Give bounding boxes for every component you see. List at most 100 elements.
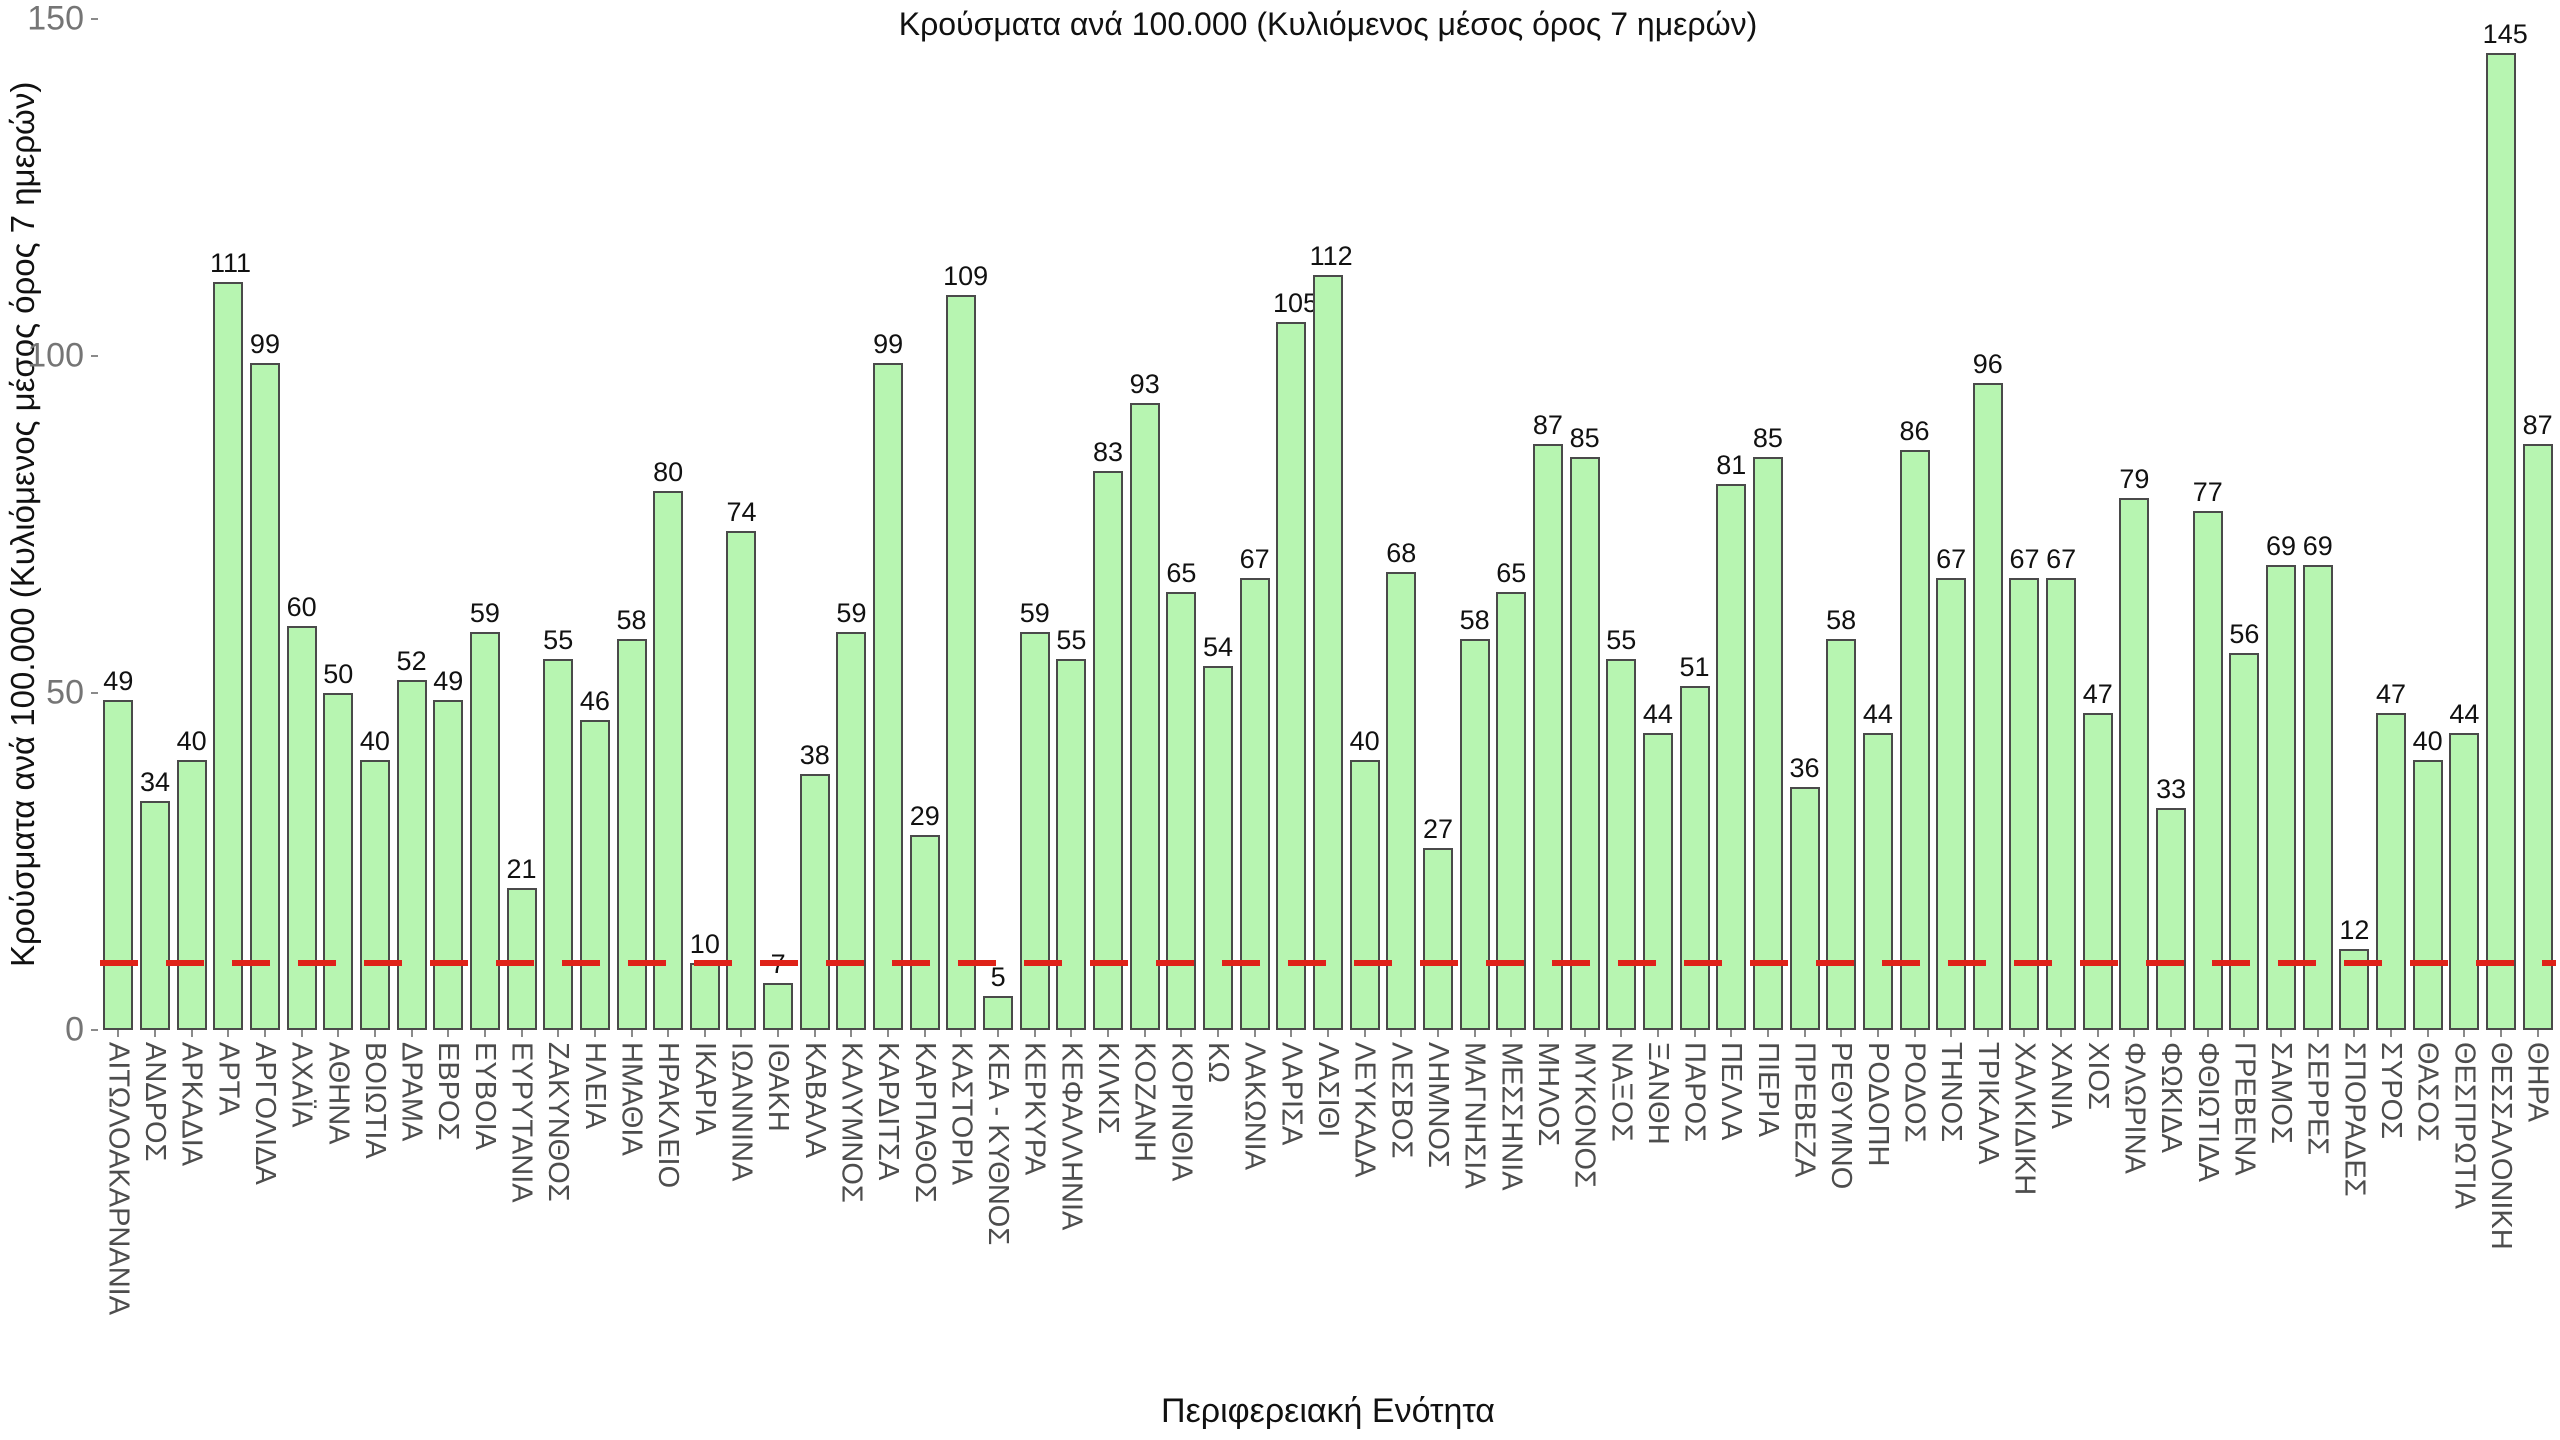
bar xyxy=(543,659,574,1030)
bar xyxy=(2119,497,2150,1030)
x-tick-mark xyxy=(1803,1030,1806,1037)
bar xyxy=(1862,733,1893,1030)
x-tick-mark xyxy=(337,1030,340,1037)
bar-value-label: 49 xyxy=(433,665,464,696)
x-tick-mark xyxy=(1546,1030,1549,1037)
x-tick-label: ΓΡΕΒΕΝΑ xyxy=(2228,1042,2261,1176)
bar xyxy=(2522,443,2553,1030)
bar xyxy=(1496,591,1527,1030)
x-tick-mark xyxy=(997,1030,1000,1037)
x-tick-label: ΒΟΙΩΤΙΑ xyxy=(358,1042,391,1159)
bar-value-label: 99 xyxy=(249,328,280,359)
bar xyxy=(1276,322,1307,1030)
x-tick-label: ΠΙΕΡΙΑ xyxy=(1751,1042,1784,1138)
x-tick-mark xyxy=(923,1030,926,1037)
x-tick-mark xyxy=(1730,1030,1733,1037)
x-tick-label: ΚΟΖΑΝΗ xyxy=(1128,1042,1161,1162)
bar xyxy=(1129,403,1160,1030)
x-tick-label: ΗΜΑΘΙΑ xyxy=(615,1042,648,1156)
bar xyxy=(1422,848,1453,1030)
x-tick-label: ΧΑΛΚΙΔΙΚΗ xyxy=(2008,1042,2041,1196)
x-tick-mark xyxy=(1400,1030,1403,1037)
x-tick-label: ΘΑΣΟΣ xyxy=(2411,1042,2444,1142)
y-tick-mark xyxy=(91,692,98,694)
x-tick-mark xyxy=(1107,1030,1110,1037)
bar-value-label: 55 xyxy=(1606,625,1637,656)
x-tick-mark xyxy=(960,1030,963,1037)
bar xyxy=(2266,564,2297,1030)
bar-value-label: 111 xyxy=(209,247,252,278)
bar-value-label: 56 xyxy=(2229,618,2260,649)
bar xyxy=(1789,787,1820,1030)
bar-value-label: 40 xyxy=(176,726,207,757)
bar xyxy=(616,639,647,1030)
bar xyxy=(689,962,720,1030)
x-tick-mark xyxy=(1620,1030,1623,1037)
bar xyxy=(1972,382,2003,1030)
bar-value-label: 65 xyxy=(1496,557,1527,588)
bar-value-label: 47 xyxy=(2082,679,2113,710)
x-tick-label: ΚΑΡΠΑΘΟΣ xyxy=(908,1042,941,1203)
x-tick-mark xyxy=(190,1030,193,1037)
bar-value-label: 5 xyxy=(990,962,1006,993)
x-tick-label: ΖΑΚΥΝΘΟΣ xyxy=(542,1042,575,1202)
bar xyxy=(359,760,390,1030)
bar-value-label: 87 xyxy=(2522,409,2553,440)
x-tick-mark xyxy=(153,1030,156,1037)
x-tick-label: ΗΛΕΙΑ xyxy=(578,1042,611,1130)
x-tick-mark xyxy=(1693,1030,1696,1037)
bar xyxy=(1752,457,1783,1030)
x-tick-mark xyxy=(300,1030,303,1037)
bar xyxy=(1459,639,1490,1030)
plot-area: 0 50 100 150 49 ΑΙΤΩΛΟΑΚΑΡΝΑΝΙΑ 34 ΑΝΔΡΟΣ 40 ΑΡΚΑ… xyxy=(27,0,2556,1315)
bar-value-label: 44 xyxy=(2449,699,2480,730)
bar-value-label: 21 xyxy=(506,854,537,885)
bar xyxy=(396,679,427,1030)
bar xyxy=(799,773,830,1030)
bar-value-label: 12 xyxy=(2339,915,2370,946)
bar xyxy=(579,719,610,1030)
x-tick-mark xyxy=(2426,1030,2429,1037)
x-tick-mark xyxy=(2023,1030,2026,1037)
bar xyxy=(1093,470,1124,1030)
x-tick-label: ΑΡΚΑΔΙΑ xyxy=(175,1042,208,1167)
x-tick-mark xyxy=(2206,1030,2209,1037)
bar-value-label: 52 xyxy=(396,645,427,676)
x-tick-label: ΡΟΔΟΠΗ xyxy=(1861,1042,1894,1167)
x-tick-label: ΦΘΙΩΤΙΔΑ xyxy=(2191,1042,2224,1182)
x-tick-mark xyxy=(2133,1030,2136,1037)
x-axis-label: Περιφερειακή Ενότητα xyxy=(1161,1392,1495,1430)
x-tick-mark xyxy=(2096,1030,2099,1037)
x-tick-label: ΚΕΡΚΥΡΑ xyxy=(1018,1042,1051,1176)
x-tick-label: ΞΑΝΘΗ xyxy=(1641,1042,1674,1145)
bar xyxy=(1606,659,1637,1030)
bar-value-label: 80 xyxy=(653,456,684,487)
bar xyxy=(983,996,1014,1030)
x-tick-label: ΚΑΛΥΜΝΟΣ xyxy=(835,1042,868,1203)
threshold-line xyxy=(100,959,2556,966)
y-tick-label: 100 xyxy=(27,336,84,375)
x-tick-label: ΧΙΟΣ xyxy=(2081,1042,2114,1110)
bar xyxy=(763,982,794,1030)
bar xyxy=(1826,639,1857,1030)
x-tick-mark xyxy=(1033,1030,1036,1037)
bar-value-label: 49 xyxy=(103,665,134,696)
bar-value-label: 40 xyxy=(359,726,390,757)
bar xyxy=(2229,652,2260,1030)
x-tick-label: ΘΗΡΑ xyxy=(2521,1042,2554,1123)
bar xyxy=(2486,52,2516,1030)
x-tick-mark xyxy=(1253,1030,1256,1037)
bar-value-label: 68 xyxy=(1386,537,1417,568)
bar-value-label: 29 xyxy=(909,800,940,831)
x-tick-label: ΚΕΑ - ΚΥΘΝΟΣ xyxy=(982,1042,1015,1246)
x-tick-label: ΦΩΚΙΔΑ xyxy=(2155,1042,2188,1153)
bar-value-label: 40 xyxy=(1349,726,1380,757)
x-tick-label: ΕΥΡΥΤΑΝΙΑ xyxy=(505,1042,538,1203)
x-tick-label: ΙΚΑΡΙΑ xyxy=(688,1042,721,1136)
bar xyxy=(103,699,134,1030)
bar-value-label: 109 xyxy=(943,261,989,292)
x-tick-label: ΠΡΕΒΕΖΑ xyxy=(1788,1042,1821,1178)
bar-value-label: 38 xyxy=(799,739,830,770)
bar xyxy=(1936,578,1967,1030)
bar-value-label: 65 xyxy=(1166,557,1197,588)
